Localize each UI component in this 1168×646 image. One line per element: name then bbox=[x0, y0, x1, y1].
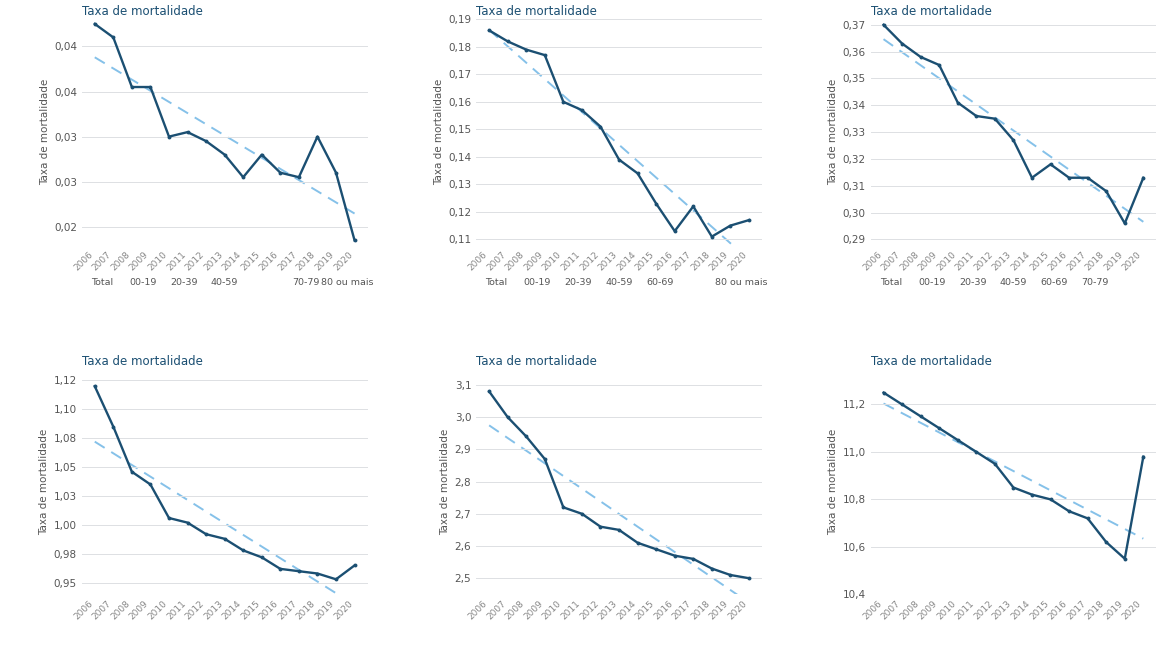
Y-axis label: Taxa de mortalidade: Taxa de mortalidade bbox=[40, 79, 50, 185]
Text: 70-79: 70-79 bbox=[1082, 278, 1108, 287]
Text: 00-19: 00-19 bbox=[918, 278, 945, 287]
Y-axis label: Taxa de mortalidade: Taxa de mortalidade bbox=[440, 428, 451, 535]
Text: Taxa de mortalidade: Taxa de mortalidade bbox=[870, 5, 992, 18]
Text: 60-69: 60-69 bbox=[1041, 278, 1068, 287]
Y-axis label: Taxa de mortalidade: Taxa de mortalidade bbox=[434, 79, 444, 185]
Text: 20-39: 20-39 bbox=[959, 278, 986, 287]
Text: Taxa de mortalidade: Taxa de mortalidade bbox=[477, 5, 597, 18]
Text: 20-39: 20-39 bbox=[564, 278, 592, 287]
Y-axis label: Taxa de mortalidade: Taxa de mortalidade bbox=[828, 79, 839, 185]
Text: 70-79: 70-79 bbox=[687, 278, 715, 287]
Text: 00-19: 00-19 bbox=[523, 278, 551, 287]
Text: Total: Total bbox=[91, 278, 113, 287]
Y-axis label: Taxa de mortalidade: Taxa de mortalidade bbox=[40, 428, 49, 535]
Text: 00-19: 00-19 bbox=[130, 278, 157, 287]
Text: 60-69: 60-69 bbox=[252, 278, 279, 287]
Text: 40-59: 40-59 bbox=[211, 278, 238, 287]
Text: Total: Total bbox=[486, 278, 508, 287]
Text: Taxa de mortalidade: Taxa de mortalidade bbox=[870, 355, 992, 368]
Text: Taxa de mortalidade: Taxa de mortalidade bbox=[477, 355, 597, 368]
Text: 80 ou mais: 80 ou mais bbox=[715, 278, 767, 287]
Text: 80 ou mais: 80 ou mais bbox=[321, 278, 374, 287]
Text: 60-69: 60-69 bbox=[646, 278, 674, 287]
Text: 40-59: 40-59 bbox=[605, 278, 633, 287]
Text: 40-59: 40-59 bbox=[1000, 278, 1027, 287]
Text: Total: Total bbox=[880, 278, 902, 287]
Text: 20-39: 20-39 bbox=[171, 278, 197, 287]
Text: Taxa de mortalidade: Taxa de mortalidade bbox=[82, 355, 202, 368]
Text: 80 ou mais: 80 ou mais bbox=[1110, 278, 1162, 287]
Text: Taxa de mortalidade: Taxa de mortalidade bbox=[82, 5, 202, 18]
Text: 70-79: 70-79 bbox=[293, 278, 320, 287]
Y-axis label: Taxa de mortalidade: Taxa de mortalidade bbox=[828, 428, 839, 535]
